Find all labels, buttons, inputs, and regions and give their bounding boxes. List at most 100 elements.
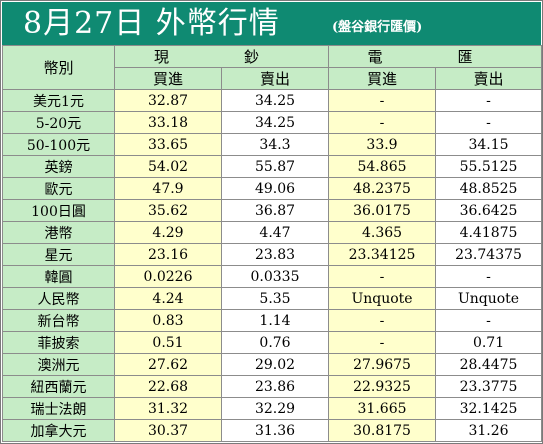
header-cash: 現 鈔 bbox=[113, 45, 330, 68]
wire-buy-rate: - bbox=[328, 331, 437, 354]
wire-buy-rate: 4.365 bbox=[328, 221, 437, 244]
table-row: 歐元 47.9 49.06 48.2375 48.8525 bbox=[2, 177, 543, 200]
wire-sell-rate: 34.15 bbox=[435, 133, 543, 156]
table-row: 港幣 4.29 4.47 4.365 4.41875 bbox=[2, 221, 543, 244]
header-currency: 幣別 bbox=[2, 45, 115, 90]
cash-buy-rate: 4.24 bbox=[114, 287, 222, 310]
cash-buy-rate: 33.18 bbox=[114, 111, 222, 134]
cash-sell-rate: 34.25 bbox=[220, 111, 330, 134]
table-row: 美元1元 32.87 34.25- - bbox=[2, 89, 543, 112]
table-row: 英鎊 54.02 55.87 54.865 55.5125 bbox=[2, 155, 543, 178]
header-cash-buy: 買進 bbox=[114, 67, 222, 90]
wire-sell-rate: 28.4475 bbox=[435, 353, 543, 376]
table-row: 100日圓 35.62 36.87 36.0175 36.6425 bbox=[2, 199, 543, 222]
wire-sell-rate: - bbox=[435, 111, 543, 134]
currency-name: 歐元 bbox=[2, 177, 115, 200]
wire-sell-rate: 23.74375 bbox=[435, 243, 543, 266]
table-row: 50-100元 33.65 34.3 33.9 34.15 bbox=[2, 133, 543, 156]
currency-name: 紐西蘭元 bbox=[2, 375, 115, 398]
cash-sell-rate: 5.35 bbox=[220, 287, 330, 310]
page-title: 8月27日 外幣行情 bbox=[23, 6, 280, 41]
wire-buy-rate: 22.9325 bbox=[328, 375, 437, 398]
currency-name: 50-100元 bbox=[2, 133, 115, 156]
cash-sell-rate: 0.0335 bbox=[220, 265, 330, 288]
cash-buy-rate: 0.0226 bbox=[114, 265, 222, 288]
cash-sell-rate: 36.87 bbox=[220, 199, 330, 222]
rate-rows: 美元1元 32.87 34.25- -5-20元 33.18 34.25- -50-100元… bbox=[2, 89, 543, 442]
cash-buy-rate: 22.68 bbox=[114, 375, 222, 398]
currency-name: 人民幣 bbox=[2, 287, 115, 310]
wire-buy-rate: 30.8175 bbox=[328, 419, 437, 442]
wire-buy-rate: 48.2375 bbox=[328, 177, 437, 200]
cash-sell-rate: 29.02 bbox=[220, 353, 330, 376]
cash-sell-rate: 32.29 bbox=[220, 397, 330, 420]
currency-name: 新台幣 bbox=[2, 309, 115, 332]
cash-buy-rate: 0.83 bbox=[114, 309, 222, 332]
cash-buy-rate: 47.9 bbox=[114, 177, 222, 200]
table-row: 加拿大元 30.37 31.36 30.8175 31.26 bbox=[2, 419, 543, 442]
cash-buy-rate: 33.65 bbox=[114, 133, 222, 156]
cash-buy-rate: 35.62 bbox=[114, 199, 222, 222]
cash-sell-rate: 23.86 bbox=[220, 375, 330, 398]
page-subtitle: (盤谷銀行匯價) bbox=[332, 20, 423, 35]
wire-sell-rate: 48.8525 bbox=[435, 177, 543, 200]
cash-buy-rate: 23.16 bbox=[114, 243, 222, 266]
currency-name: 菲披索 bbox=[2, 331, 115, 354]
table-row: 5-20元 33.18 34.25- - bbox=[2, 111, 543, 134]
exchange-rate-table: 幣別 現 鈔 電 匯 買進 賣出 買進 賣出 美元1元 32.87 34.25- -5… bbox=[2, 45, 543, 442]
wire-buy-rate: 27.9675 bbox=[328, 353, 437, 376]
wire-sell-rate: 55.5125 bbox=[435, 155, 543, 178]
cash-sell-rate: 4.47 bbox=[220, 221, 330, 244]
cash-buy-rate: 54.02 bbox=[114, 155, 222, 178]
wire-buy-rate: 36.0175 bbox=[328, 199, 437, 222]
header-cash-sell: 賣出 bbox=[220, 67, 330, 90]
cash-sell-rate: 34.3 bbox=[220, 133, 330, 156]
wire-sell-rate: 4.41875 bbox=[435, 221, 543, 244]
cash-sell-rate: 34.25 bbox=[220, 89, 330, 112]
table-row: 瑞士法朗 31.32 32.29 31.665 32.1425 bbox=[2, 397, 543, 420]
wire-sell-rate: 23.3775 bbox=[435, 375, 543, 398]
header-wire-buy: 買進 bbox=[328, 67, 437, 90]
cash-sell-rate: 31.36 bbox=[220, 419, 330, 442]
table-row: 星元 23.16 23.83 23.34125 23.74375 bbox=[2, 243, 543, 266]
cash-sell-rate: 1.14 bbox=[220, 309, 330, 332]
wire-buy-rate: Unquote bbox=[328, 287, 437, 310]
wire-sell-rate: 31.26 bbox=[435, 419, 543, 442]
currency-name: 加拿大元 bbox=[2, 419, 115, 442]
title-bar: 8月27日 外幣行情 (盤谷銀行匯價) bbox=[2, 2, 541, 45]
table-row: 澳洲元 27.62 29.02 27.9675 28.4475 bbox=[2, 353, 543, 376]
wire-sell-rate: 32.1425 bbox=[435, 397, 543, 420]
wire-buy-rate: - bbox=[328, 89, 437, 112]
currency-name: 韓圓 bbox=[2, 265, 115, 288]
wire-sell-rate: - bbox=[435, 265, 543, 288]
wire-sell-rate: Unquote bbox=[435, 287, 543, 310]
table-row: 人民幣 4.24 5.35 Unquote Unquote bbox=[2, 287, 543, 310]
wire-buy-rate: - bbox=[328, 309, 437, 332]
cash-buy-rate: 27.62 bbox=[114, 353, 222, 376]
wire-sell-rate: 0.71 bbox=[435, 331, 543, 354]
currency-name: 5-20元 bbox=[2, 111, 115, 134]
cash-buy-rate: 0.51 bbox=[114, 331, 222, 354]
cash-buy-rate: 32.87 bbox=[114, 89, 222, 112]
wire-buy-rate: - bbox=[328, 265, 437, 288]
cash-sell-rate: 49.06 bbox=[220, 177, 330, 200]
currency-name: 星元 bbox=[2, 243, 115, 266]
wire-sell-rate: - bbox=[435, 89, 543, 112]
wire-buy-rate: 54.865 bbox=[328, 155, 437, 178]
currency-name: 瑞士法朗 bbox=[2, 397, 115, 420]
cash-sell-rate: 55.87 bbox=[220, 155, 330, 178]
wire-sell-rate: - bbox=[435, 309, 543, 332]
wire-buy-rate: 33.9 bbox=[328, 133, 437, 156]
wire-sell-rate: 36.6425 bbox=[435, 199, 543, 222]
currency-name: 美元1元 bbox=[2, 89, 115, 112]
currency-name: 澳洲元 bbox=[2, 353, 115, 376]
cash-buy-rate: 31.32 bbox=[114, 397, 222, 420]
cash-sell-rate: 0.76 bbox=[220, 331, 330, 354]
currency-name: 港幣 bbox=[2, 221, 115, 244]
header-wire-sell: 賣出 bbox=[435, 67, 543, 90]
table-row: 紐西蘭元 22.68 23.86 22.9325 23.3775 bbox=[2, 375, 543, 398]
header-wire: 電 匯 bbox=[328, 45, 543, 68]
wire-buy-rate: - bbox=[328, 111, 437, 134]
table-row: 菲披索 0.51 0.76-0.71 bbox=[2, 331, 543, 354]
